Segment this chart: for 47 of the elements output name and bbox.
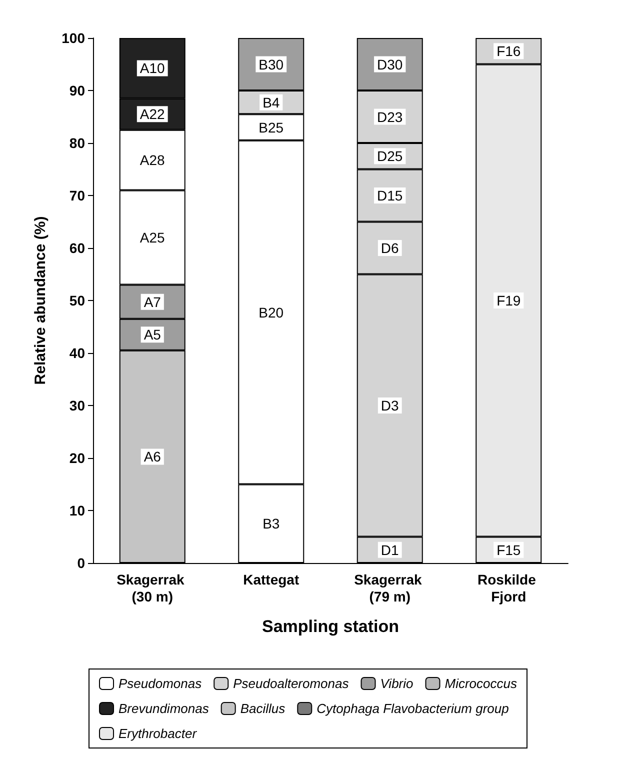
data-label: D23 [377, 108, 403, 125]
legend-label: Bacillus [240, 701, 286, 716]
y-tick-label: 100 [62, 30, 86, 46]
y-tick-label: 90 [69, 82, 86, 98]
x-tick-label: Roskilde Fjord [478, 572, 540, 604]
data-label: D3 [380, 398, 400, 414]
data-label: A7 [144, 294, 162, 310]
data-label: F19 [496, 292, 521, 308]
legend-label: Micrococcus [444, 676, 518, 691]
y-tick-label: 70 [69, 188, 86, 204]
data-label: F15 [496, 542, 521, 558]
data-label: A6 [144, 448, 162, 465]
y-axis-title: Relative abundance (%) [32, 216, 49, 385]
legend-label: Cytophaga Flavobacterium group [316, 701, 509, 716]
y-tick-label: 0 [77, 555, 86, 571]
data-label: A5 [144, 326, 162, 343]
data-label: A22 [140, 106, 166, 122]
data-label: D1 [380, 542, 400, 558]
x-tick-label: Kattegat [243, 572, 300, 588]
y-tick-label: 10 [69, 502, 86, 518]
y-tick-label: 80 [69, 135, 86, 151]
data-label: B30 [258, 56, 284, 72]
data-label: B20 [258, 304, 284, 320]
y-tick-label: 60 [69, 240, 86, 256]
data-label: F16 [496, 43, 521, 60]
data-label: B4 [262, 94, 280, 110]
legend-label: Brevundimonas [118, 701, 210, 716]
data-label: A25 [140, 230, 166, 246]
x-tick-label: Skagerrak (79 m) [354, 572, 426, 604]
y-tick-label: 20 [69, 450, 86, 466]
legend-label: Vibrio [380, 676, 414, 691]
y-tick-label: 30 [69, 398, 86, 414]
data-label: B25 [258, 119, 284, 136]
data-label: D15 [377, 188, 403, 204]
y-tick-label: 40 [69, 345, 86, 361]
legend-label: Pseudoalteromonas [233, 676, 350, 691]
legend-label: Erythrobacter [118, 726, 198, 741]
data-label: B3 [262, 516, 280, 532]
data-label: A28 [140, 152, 166, 168]
data-label: A10 [140, 60, 166, 76]
data-label: D25 [377, 148, 403, 164]
x-axis-title: Sampling station [262, 617, 399, 636]
y-tick-label: 50 [69, 292, 86, 308]
x-tick-label: Skagerrak (30 m) [116, 572, 188, 604]
data-label: D6 [380, 240, 400, 256]
data-label: D30 [377, 56, 403, 72]
legend-label: Pseudomonas [118, 676, 202, 691]
